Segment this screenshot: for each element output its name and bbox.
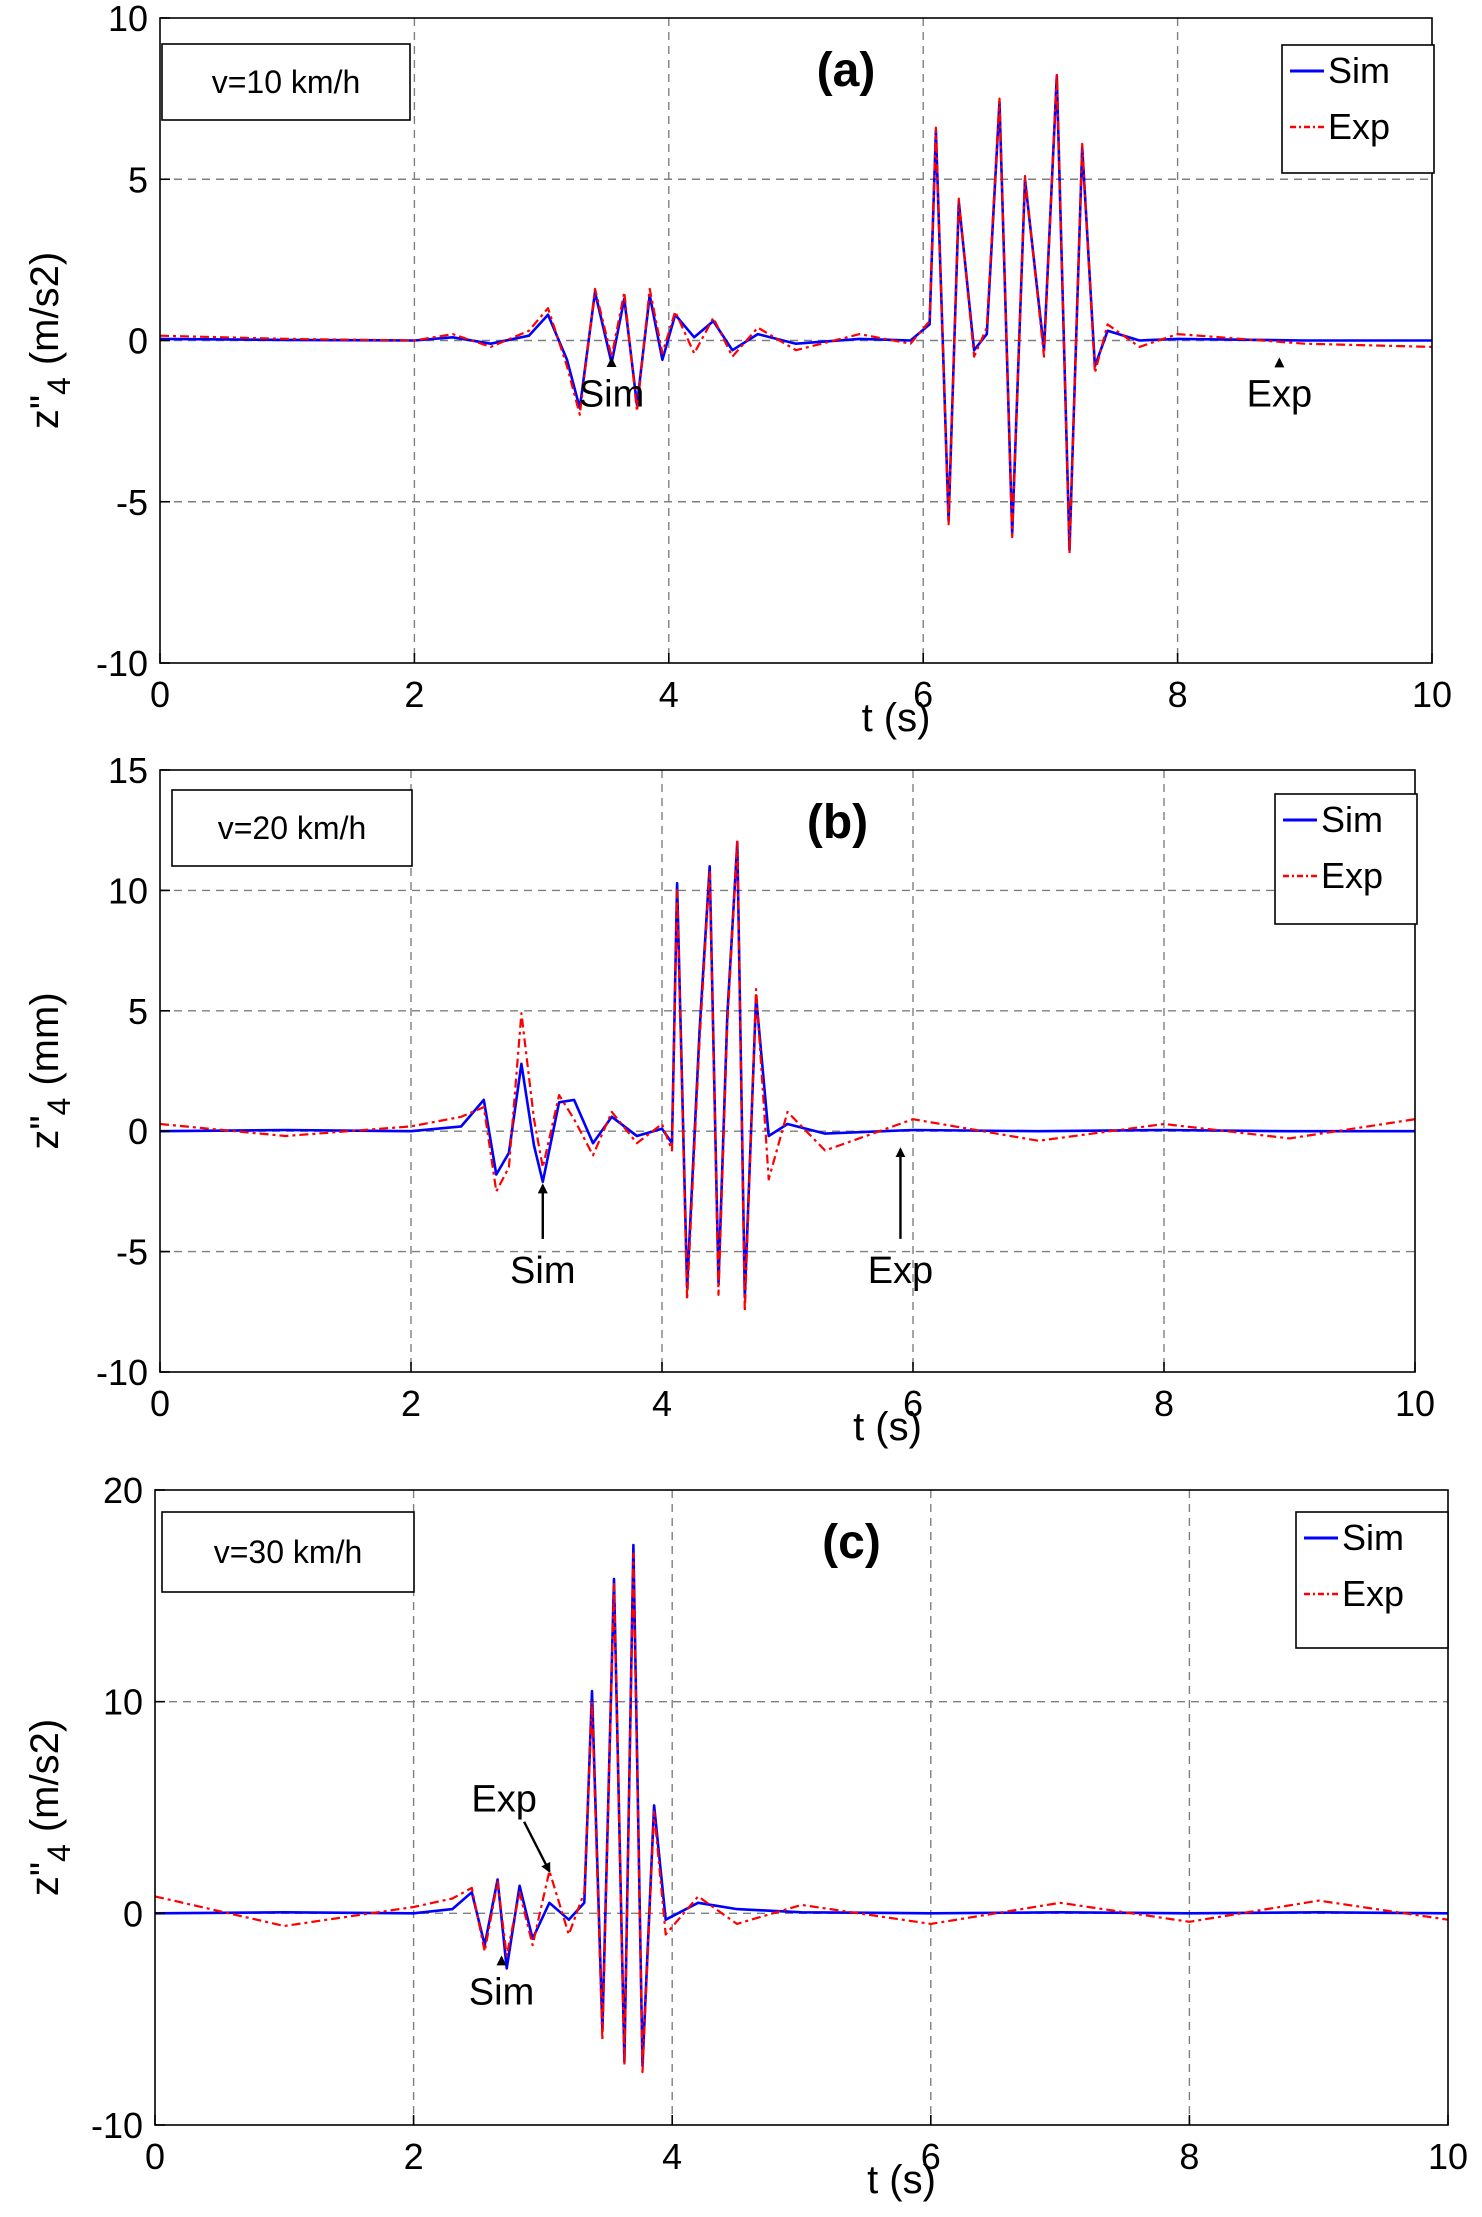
series-line-sim [154,1543,1449,2067]
x-tick-label: 2 [404,674,424,715]
y-tick-label: 0 [123,1893,143,1934]
y-axis-label-main: z" [23,1115,67,1149]
y-tick-label: -5 [116,1232,148,1273]
speed-label-box [161,1511,415,1593]
legend-label-sim: Sim [1328,50,1390,91]
x-tick-label: 4 [662,2136,682,2177]
annotation-label-exp: Exp [471,1779,536,1821]
y-tick-label: 10 [108,870,148,911]
speed-label: v=20 km/h [218,810,367,846]
y-axis-label: z"4 (m/s2) [23,1719,77,1896]
y-axis-label: z"4 (mm) [23,992,77,1149]
legend-label-sim: Sim [1321,799,1383,840]
y-axis-label-unit: (m/s2) [23,252,67,365]
x-tick-label: 8 [1179,2136,1199,2177]
y-axis-label-subscript: 4 [41,1098,77,1116]
x-axis-label: t (s) [862,696,931,740]
plot-frame [154,1489,1449,2126]
x-tick-label: 2 [404,2136,424,2177]
y-tick-label: 0 [128,1111,148,1152]
speed-label: v=10 km/h [212,64,361,100]
y-tick-label: 20 [103,1470,143,1511]
annotation-label-exp: Exp [1247,374,1312,416]
legend-label-exp: Exp [1342,1573,1404,1614]
y-axis-label-main: z" [23,395,67,429]
legend-box [1295,1511,1449,1649]
x-tick-label: 2 [401,1383,421,1424]
y-axis-label-unit: (m/s2) [23,1719,67,1832]
y-tick-label: 5 [128,991,148,1032]
y-tick-label: 0 [128,321,148,362]
y-axis-label-unit: (mm) [23,992,67,1085]
speed-label-box [161,43,411,121]
x-tick-label: 6 [903,1383,923,1424]
plot-frame [159,769,1416,1373]
legend-label-exp: Exp [1321,855,1383,896]
series-line-sim [159,840,1415,1299]
series-line-exp [154,1552,1449,2074]
y-tick-label: 10 [103,1682,143,1723]
x-tick-label: 0 [150,1383,170,1424]
x-tick-label: 4 [652,1383,672,1424]
y-axis-label-subscript: 4 [41,1844,77,1862]
x-tick-label: 10 [1412,674,1452,715]
y-axis-label-subscript: 4 [41,377,77,395]
y-axis-label: z"4 (m/s2) [23,252,77,429]
y-tick-label: -10 [96,643,148,684]
x-tick-label: 8 [1168,674,1188,715]
x-tick-label: 6 [913,674,933,715]
series-line-exp [159,71,1433,555]
legend-box [1274,793,1418,925]
y-tick-label: 10 [108,0,148,39]
y-tick-label: -10 [96,1352,148,1393]
y-tick-label: 5 [128,159,148,200]
speed-label: v=30 km/h [214,1534,363,1570]
legend-label-sim: Sim [1342,1517,1404,1558]
annotation-label-sim: Sim [469,1971,534,2013]
y-tick-label: 15 [108,750,148,791]
legend-box [1281,44,1435,174]
x-tick-label: 6 [921,2136,941,2177]
y-tick-label: -5 [116,482,148,523]
panel-title: (c) [822,1516,881,1569]
y-tick-label: -10 [91,2105,143,2146]
annotation-label-exp: Exp [868,1250,933,1292]
x-tick-label: 8 [1154,1383,1174,1424]
speed-label-box [171,789,413,867]
annotation-label-sim: Sim [510,1250,575,1292]
x-tick-label: 0 [145,2136,165,2177]
x-tick-label: 0 [150,674,170,715]
series-line-sim [159,74,1432,552]
y-axis-label-main: z" [23,1862,67,1896]
legend-label-exp: Exp [1328,106,1390,147]
x-axis-label: t (s) [867,2158,936,2202]
series-line-exp [159,838,1416,1313]
x-tick-label: 10 [1395,1383,1435,1424]
panel-title: (b) [807,796,868,849]
panel-title: (a) [817,44,876,97]
x-axis-label: t (s) [853,1405,922,1449]
x-tick-label: 10 [1428,2136,1468,2177]
annotation-label-sim: Sim [579,374,644,416]
x-tick-label: 4 [659,674,679,715]
annotation-arrow [523,1821,551,1874]
